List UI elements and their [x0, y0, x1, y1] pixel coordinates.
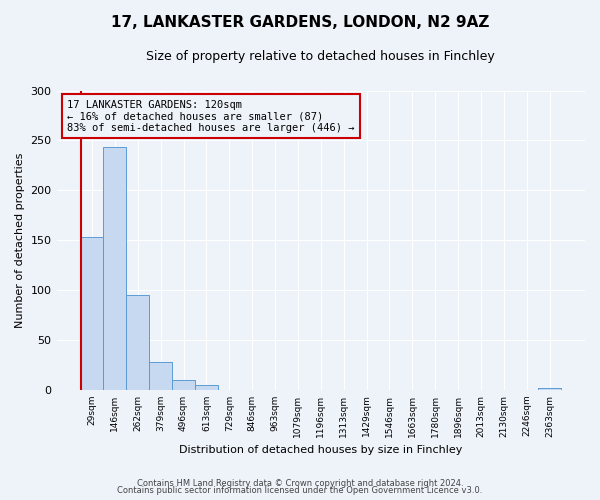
Title: Size of property relative to detached houses in Finchley: Size of property relative to detached ho…: [146, 50, 495, 63]
Bar: [80, 237, 103, 390]
Text: Contains HM Land Registry data © Crown copyright and database right 2024.: Contains HM Land Registry data © Crown c…: [137, 478, 463, 488]
Bar: [127, 295, 149, 390]
Bar: [172, 380, 195, 390]
Bar: [195, 384, 218, 390]
Bar: [103, 148, 127, 390]
Y-axis label: Number of detached properties: Number of detached properties: [15, 152, 25, 328]
Bar: [149, 362, 172, 390]
Bar: [538, 388, 561, 390]
Text: 17 LANKASTER GARDENS: 120sqm
← 16% of detached houses are smaller (87)
83% of se: 17 LANKASTER GARDENS: 120sqm ← 16% of de…: [67, 100, 355, 132]
Text: 17, LANKASTER GARDENS, LONDON, N2 9AZ: 17, LANKASTER GARDENS, LONDON, N2 9AZ: [111, 15, 489, 30]
X-axis label: Distribution of detached houses by size in Finchley: Distribution of detached houses by size …: [179, 445, 463, 455]
Text: Contains public sector information licensed under the Open Government Licence v3: Contains public sector information licen…: [118, 486, 482, 495]
